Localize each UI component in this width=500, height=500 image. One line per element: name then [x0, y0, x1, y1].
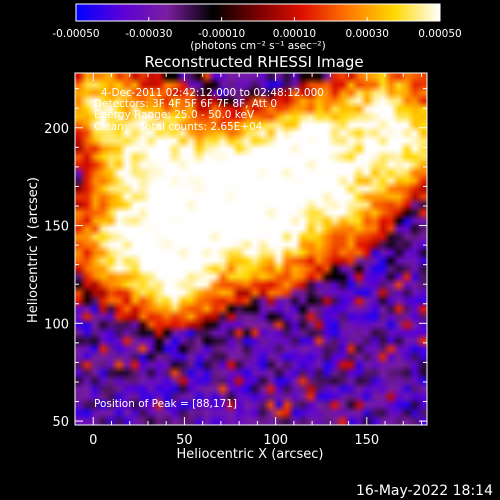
annotation-time-range: 4-Dec-2011 02:42:12.000 to 02:48:12.000: [101, 87, 324, 99]
axis-ticks: 0 50 100 150 50 100 150 200: [44, 73, 427, 448]
timestamp: 16-May-2022 18:14: [356, 483, 493, 499]
colorbar-unit-label: (photons cm⁻² s⁻¹ asec⁻²): [190, 40, 325, 52]
plot-frame: [74, 72, 428, 426]
chart-title: Reconstructed RHESSI Image: [144, 53, 363, 71]
peak-position-label: Position of Peak = [88,171]: [94, 398, 237, 410]
annotation-energy-range: Energy Range: 25.0 - 50.0 keV: [94, 109, 255, 121]
x-tick-label: 150: [354, 433, 379, 448]
colorbar-tick-label: -0.00010: [198, 28, 245, 40]
colorbar-tick-label: 0.00030: [345, 28, 388, 40]
y-tick-label: 150: [44, 220, 69, 235]
heatmap-image: [75, 73, 427, 425]
colorbar: -0.00050 -0.00030 -0.00010 0.00010 0.00030 0.…: [52, 3, 462, 52]
colorbar-gradient: [76, 4, 440, 21]
colorbar-tick-label: 0.00010: [273, 28, 316, 40]
x-tick-label: 0: [89, 433, 97, 448]
y-tick-label: 200: [44, 122, 69, 137]
annotation-detectors: Detectors: 3F 4F 5F 6F 7F 8F, Att 0: [94, 98, 277, 110]
colorbar-tick-label: 0.00050: [418, 28, 461, 40]
y-tick-label: 100: [44, 317, 69, 332]
y-axis-label: Heliocentric Y (arcsec): [26, 177, 41, 323]
annotation-block: 4-Dec-2011 02:42:12.000 to 02:48:12.000 …: [94, 87, 324, 133]
colorbar-frame: [75, 3, 441, 22]
annotation-clean-counts: Clean Total counts: 2.65E+04: [94, 121, 263, 133]
colorbar-tick-label: -0.00030: [125, 28, 172, 40]
x-tick-label: 100: [263, 433, 288, 448]
x-tick-label: 50: [176, 433, 193, 448]
colorbar-ticks: -0.00050 -0.00030 -0.00010 0.00010 0.00030 0.…: [52, 17, 462, 40]
y-tick-label: 50: [52, 415, 69, 430]
x-axis-label: Heliocentric X (arcsec): [177, 447, 324, 462]
heatmap: [75, 73, 427, 425]
colorbar-tick-label: -0.00050: [52, 28, 99, 40]
